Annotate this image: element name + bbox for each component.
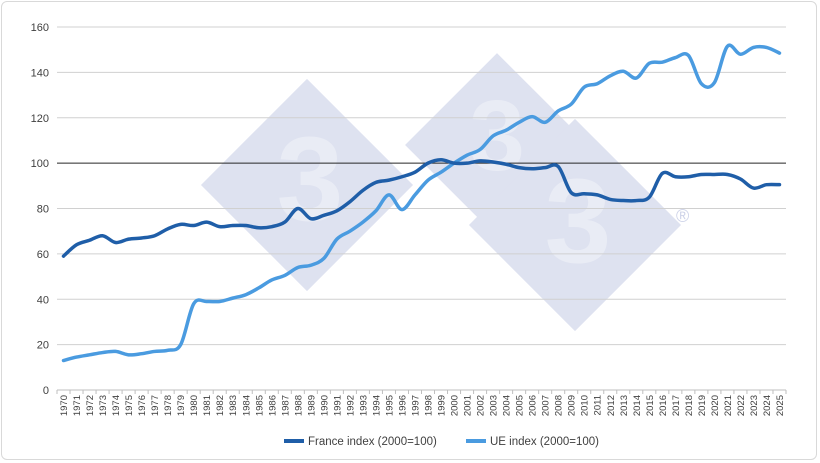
x-tick-label: 1971: [72, 395, 83, 416]
x-tick-label: 1972: [85, 395, 96, 416]
x-tick-label: 1982: [215, 395, 226, 416]
x-tick-label: 1976: [137, 395, 148, 416]
x-tick-label: 1989: [306, 395, 317, 416]
x-tick-label: 2005: [515, 395, 526, 416]
x-tick-label: 2014: [632, 395, 643, 416]
x-tick-label: 1990: [319, 395, 330, 416]
x-tick-label: 2022: [736, 395, 747, 416]
watermark-text: 3 3 3: [277, 80, 612, 288]
x-tick-label: 2021: [723, 395, 734, 416]
y-axis: 0 20 40 60 80 100 120 140 160: [31, 22, 49, 397]
x-tick-label: 2025: [775, 395, 786, 416]
x-tick-label: 1974: [111, 395, 122, 416]
y-tick-label: 140: [31, 67, 49, 79]
x-tick-label: 2008: [554, 395, 565, 416]
x-tick-label: 2007: [541, 395, 552, 416]
x-axis: 1970 1971 1972 1973 1974 1975 1976 1977 1978 1979…: [56, 389, 787, 416]
x-tick-label: 1987: [280, 395, 291, 416]
x-tick-label: 1998: [424, 395, 435, 416]
grid: [57, 26, 786, 391]
series-line-france: [61, 157, 782, 258]
y-tick-label: 0: [43, 385, 49, 397]
x-tick-label: 2001: [463, 395, 474, 416]
x-tick-label: 1977: [150, 395, 161, 416]
y-tick-label: 60: [37, 249, 49, 261]
x-tick-label: 2011: [593, 395, 604, 415]
legend-label-france: France index (2000=100): [308, 436, 437, 448]
watermark-digit-2: 3: [469, 80, 525, 192]
watermark-digit-1: 3: [277, 112, 344, 246]
x-tick-label: 1983: [228, 395, 239, 416]
x-tick-label: 2023: [749, 395, 760, 416]
legend-label-ue: UE index (2000=100): [490, 436, 599, 448]
x-tick-label: 2006: [528, 395, 539, 416]
x-tick-label: 2019: [697, 395, 708, 416]
y-tick-label: 80: [37, 204, 49, 216]
x-tick-label: 2010: [580, 395, 591, 416]
x-tick-label: 1996: [397, 395, 408, 416]
x-tick-label: 1984: [241, 395, 252, 416]
x-tick-label: 1995: [384, 395, 395, 416]
y-tick-label: 120: [31, 113, 49, 125]
x-tick-label: 1988: [293, 395, 304, 416]
x-tick-label: 2013: [619, 395, 630, 416]
y-tick-label: 40: [37, 294, 49, 306]
x-tick-label: 2015: [645, 395, 656, 416]
x-tick-label: 2017: [671, 395, 682, 416]
x-tick-label: 1986: [267, 395, 278, 416]
x-tick-label: 1975: [124, 395, 135, 416]
x-tick-label: 1973: [98, 395, 109, 416]
x-tick-label: 2012: [606, 395, 617, 416]
x-tick-label: 1981: [202, 395, 213, 416]
x-tick-label: 2024: [762, 395, 773, 416]
x-tick-label: 1985: [254, 395, 265, 416]
x-tick-label: 1970: [59, 395, 70, 416]
watermark-digit-3: 3: [545, 154, 612, 288]
x-tick-label: 1978: [163, 395, 174, 416]
legend: France index (2000=100) UE index (2000=10…: [284, 436, 599, 448]
watermark-diamond-top: [405, 53, 589, 237]
x-tick-label: 1992: [345, 395, 356, 416]
x-tick-label: 2004: [502, 395, 513, 416]
x-tick-label: 1994: [371, 395, 382, 416]
series-line-ue: [61, 43, 782, 363]
x-tick-label: 1999: [437, 395, 448, 416]
x-tick-label: 1980: [189, 395, 200, 416]
series-lines: [61, 43, 782, 363]
x-tick-label: 2018: [684, 395, 695, 416]
x-tick-label: 2002: [476, 395, 487, 416]
y-tick-label: 160: [31, 22, 49, 34]
x-tick-label: 2009: [567, 395, 578, 416]
watermark-registered-mark: ®: [676, 206, 689, 226]
x-tick-label: 2000: [450, 395, 461, 416]
y-tick-label: 20: [37, 340, 49, 352]
x-tick-label: 1997: [410, 395, 421, 416]
x-tick-label: 1979: [176, 395, 187, 416]
x-tick-label: 2003: [489, 395, 500, 416]
x-tick-label: 1991: [332, 395, 343, 416]
x-tick-label: 2016: [658, 395, 669, 416]
x-tick-label: 2020: [710, 395, 721, 416]
y-tick-label: 100: [31, 158, 49, 170]
x-tick-label: 1993: [358, 395, 369, 416]
